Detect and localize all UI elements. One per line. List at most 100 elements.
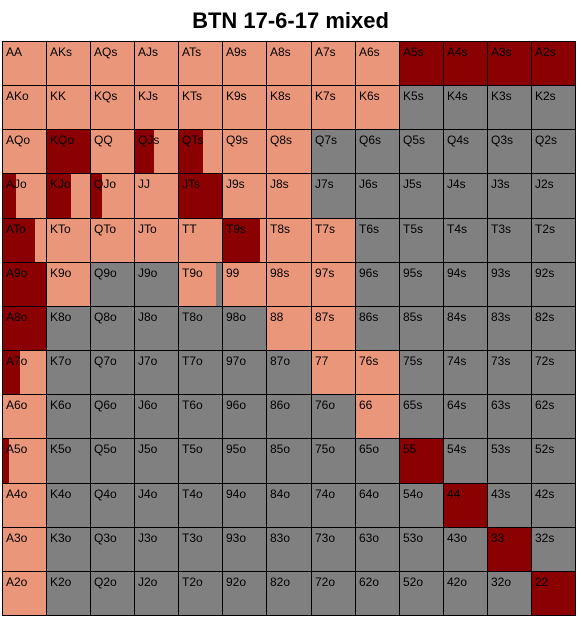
hand-cell-ATs: ATs bbox=[179, 42, 222, 85]
hand-cell-Q2o: Q2o bbox=[91, 572, 134, 615]
freq-fold-segment bbox=[488, 130, 531, 173]
freq-raise-segment bbox=[444, 484, 487, 527]
freq-raise-segment bbox=[532, 572, 575, 615]
hand-cell-AKs: AKs bbox=[47, 42, 90, 85]
freq-fold-segment bbox=[135, 528, 178, 571]
hand-label: T7o bbox=[182, 354, 203, 368]
hand-cell-87s: 87s bbox=[312, 307, 355, 350]
freq-fold-segment bbox=[488, 484, 531, 527]
hand-cell-JTo: JTo bbox=[135, 219, 178, 262]
hand-label: 63o bbox=[359, 531, 380, 545]
freq-fold-segment bbox=[532, 219, 575, 262]
hand-label: AQo bbox=[6, 133, 31, 147]
hand-label: 44 bbox=[447, 487, 461, 501]
freq-fold-segment bbox=[400, 86, 443, 129]
hand-label: 73s bbox=[491, 354, 511, 368]
hand-label: A5o bbox=[6, 442, 28, 456]
hand-label: 98o bbox=[226, 310, 247, 324]
hand-cell-J8o: J8o bbox=[135, 307, 178, 350]
freq-fold-segment bbox=[488, 174, 531, 218]
hand-cell-43s: 43s bbox=[488, 484, 531, 527]
hand-label: TT bbox=[182, 222, 197, 236]
hand-cell-A3o: A3o bbox=[3, 528, 46, 571]
hand-label: KK bbox=[50, 89, 67, 103]
hand-label: 92s bbox=[535, 266, 555, 280]
freq-fold-segment bbox=[91, 484, 134, 527]
freq-call-segment bbox=[47, 219, 90, 262]
hand-cell-AKo: AKo bbox=[3, 86, 46, 129]
freq-fold-segment bbox=[444, 307, 487, 350]
freq-raise-segment bbox=[3, 174, 16, 218]
hand-label: AKo bbox=[6, 89, 29, 103]
hand-cell-32s: 32s bbox=[532, 528, 575, 571]
freq-call-segment bbox=[3, 395, 46, 438]
hand-cell-T8o: T8o bbox=[179, 307, 222, 350]
hand-label: 43s bbox=[491, 487, 511, 501]
hand-label: 54o bbox=[403, 487, 424, 501]
freq-fold-segment bbox=[400, 130, 443, 173]
hand-label: ATs bbox=[182, 45, 202, 59]
hand-cell-K5o: K5o bbox=[47, 439, 90, 483]
hand-cell-83s: 83s bbox=[488, 307, 531, 350]
hand-cell-84o: 84o bbox=[267, 484, 311, 527]
hand-label: 42o bbox=[447, 575, 468, 589]
freq-fold-segment bbox=[444, 395, 487, 438]
freq-call-segment bbox=[267, 174, 311, 218]
hand-label: J2s bbox=[535, 177, 554, 191]
hand-cell-74s: 74s bbox=[444, 351, 487, 394]
freq-call-segment bbox=[356, 351, 399, 394]
hand-label: Q2o bbox=[94, 575, 117, 589]
freq-fold-segment bbox=[47, 307, 90, 350]
hand-label: AJs bbox=[138, 45, 159, 59]
freq-call-segment bbox=[91, 42, 134, 85]
hand-label: A8s bbox=[270, 45, 291, 59]
freq-call-segment bbox=[259, 219, 266, 262]
freq-fold-segment bbox=[223, 439, 266, 483]
hand-cell-42s: 42s bbox=[532, 484, 575, 527]
hand-cell-Q8o: Q8o bbox=[91, 307, 134, 350]
hand-cell-AQs: AQs bbox=[91, 42, 134, 85]
freq-fold-segment bbox=[47, 439, 90, 483]
freq-fold-segment bbox=[444, 439, 487, 483]
hand-cell-76s: 76s bbox=[356, 351, 399, 394]
freq-fold-segment bbox=[488, 86, 531, 129]
hand-label: A3o bbox=[6, 531, 28, 545]
hand-label: 64o bbox=[359, 487, 380, 501]
hand-label: AA bbox=[6, 45, 23, 59]
hand-label: Q9o bbox=[94, 266, 117, 280]
hand-cell-A3s: A3s bbox=[488, 42, 531, 85]
hand-cell-92o: 92o bbox=[223, 572, 266, 615]
hand-label: A4o bbox=[6, 487, 28, 501]
hand-label: J5s bbox=[403, 177, 422, 191]
hand-label: 52s bbox=[535, 442, 555, 456]
freq-fold-segment bbox=[91, 351, 134, 394]
freq-fold-segment bbox=[532, 263, 575, 306]
hand-cell-98s: 98s bbox=[267, 263, 311, 306]
freq-fold-segment bbox=[223, 572, 266, 615]
freq-fold-segment bbox=[312, 395, 355, 438]
freq-fold-segment bbox=[532, 130, 575, 173]
hand-cell-32o: 32o bbox=[488, 572, 531, 615]
hand-label: A7o bbox=[6, 354, 28, 368]
freq-fold-segment bbox=[135, 572, 178, 615]
hand-label: K7o bbox=[50, 354, 72, 368]
hand-label: Q3o bbox=[94, 531, 117, 545]
freq-fold-segment bbox=[488, 439, 531, 483]
freq-call-segment bbox=[223, 263, 266, 306]
freq-fold-segment bbox=[223, 528, 266, 571]
freq-fold-segment bbox=[356, 528, 399, 571]
freq-call-segment bbox=[356, 42, 399, 85]
hand-cell-K8s: K8s bbox=[267, 86, 311, 129]
hand-cell-97o: 97o bbox=[223, 351, 266, 394]
freq-call-segment bbox=[179, 86, 222, 129]
hand-cell-75o: 75o bbox=[312, 439, 355, 483]
hand-label: 74o bbox=[315, 487, 336, 501]
hand-label: K2s bbox=[535, 89, 556, 103]
freq-fold-segment bbox=[179, 351, 222, 394]
freq-call-segment bbox=[356, 395, 399, 438]
freq-call-segment bbox=[35, 219, 46, 262]
hand-label: QJo bbox=[94, 177, 117, 191]
hand-label: A6o bbox=[6, 398, 28, 412]
hand-label: T2o bbox=[182, 575, 203, 589]
freq-call-segment bbox=[267, 263, 311, 306]
